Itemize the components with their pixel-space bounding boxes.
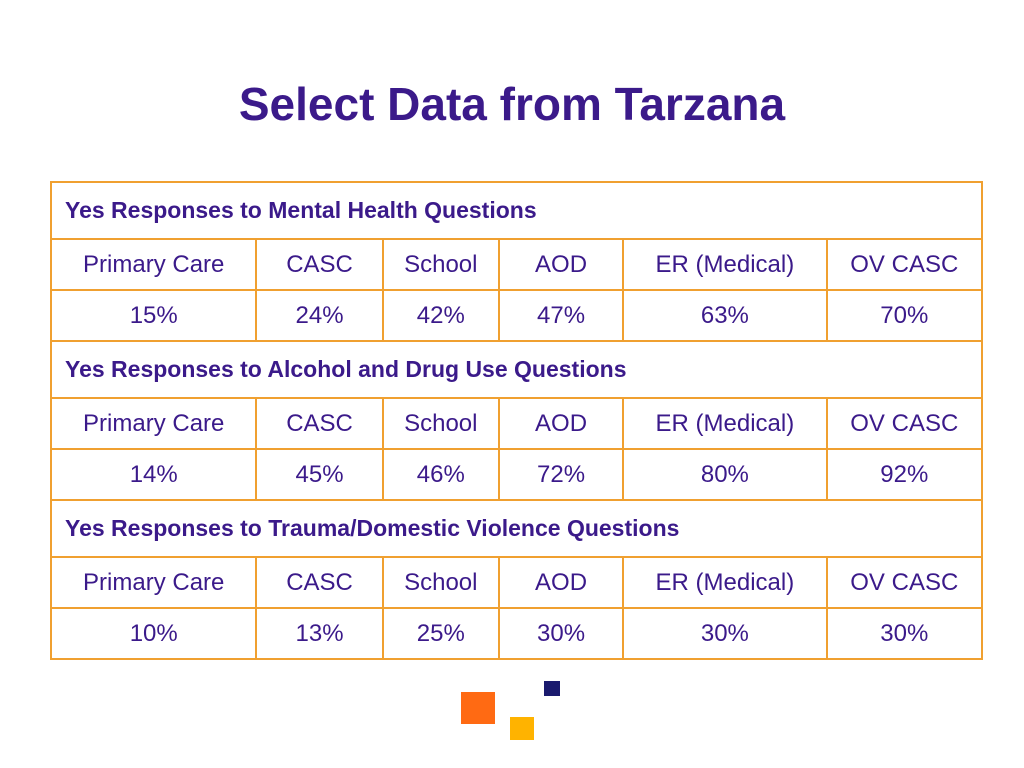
column-header: AOD	[497, 397, 625, 450]
decorative-navy-square	[544, 681, 560, 696]
column-header: OV CASC	[825, 397, 984, 450]
section-heading: Yes Responses to Trauma/Domestic Violenc…	[50, 499, 983, 558]
column-header: Primary Care	[49, 238, 258, 291]
table-cell: 47%	[497, 289, 625, 342]
column-header: School	[381, 238, 500, 291]
column-header: ER (Medical)	[622, 238, 828, 291]
decorative-yellow-square	[510, 717, 534, 740]
column-header: ER (Medical)	[622, 397, 828, 450]
column-header: Primary Care	[49, 556, 258, 609]
table-cell: 14%	[49, 448, 258, 501]
table-cell: 25%	[381, 607, 500, 660]
table-cell: 42%	[381, 289, 500, 342]
column-header: School	[381, 397, 500, 450]
data-table: Yes Responses to Mental Health Questions…	[49, 181, 984, 660]
column-header: School	[381, 556, 500, 609]
table-cell: 80%	[622, 448, 828, 501]
section-heading-row: Yes Responses to Alcohol and Drug Use Qu…	[50, 340, 983, 399]
section-heading: Yes Responses to Mental Health Questions	[50, 181, 983, 240]
column-header: OV CASC	[825, 556, 984, 609]
column-header: ER (Medical)	[622, 556, 828, 609]
page-title: Select Data from Tarzana	[238, 78, 786, 130]
table-cell: 13%	[255, 607, 384, 660]
table-cell: 30%	[622, 607, 828, 660]
decorative-orange-square	[461, 692, 495, 724]
table-cell: 10%	[49, 607, 258, 660]
table-header-row: Primary Care CASC School AOD ER (Medical…	[49, 238, 984, 291]
section-heading-row: Yes Responses to Mental Health Questions	[50, 181, 983, 240]
section-heading-row: Yes Responses to Trauma/Domestic Violenc…	[50, 499, 983, 558]
table-header-row: Primary Care CASC School AOD ER (Medical…	[49, 556, 984, 609]
column-header: OV CASC	[825, 238, 984, 291]
table-cell: 30%	[825, 607, 984, 660]
column-header: CASC	[255, 238, 384, 291]
column-header: AOD	[497, 238, 625, 291]
table-cell: 15%	[49, 289, 258, 342]
table-cell: 70%	[825, 289, 984, 342]
table-cell: 30%	[497, 607, 625, 660]
table-header-row: Primary Care CASC School AOD ER (Medical…	[49, 397, 984, 450]
section-heading: Yes Responses to Alcohol and Drug Use Qu…	[50, 340, 983, 399]
table-cell: 46%	[381, 448, 500, 501]
column-header: CASC	[255, 397, 384, 450]
table-cell: 45%	[255, 448, 384, 501]
table-cell: 72%	[497, 448, 625, 501]
table-row: 10% 13% 25% 30% 30% 30%	[49, 607, 984, 660]
table-row: 14% 45% 46% 72% 80% 92%	[49, 448, 984, 501]
column-header: AOD	[497, 556, 625, 609]
table-cell: 24%	[255, 289, 384, 342]
table-cell: 92%	[825, 448, 984, 501]
column-header: Primary Care	[49, 397, 258, 450]
column-header: CASC	[255, 556, 384, 609]
table-cell: 63%	[622, 289, 828, 342]
table-row: 15% 24% 42% 47% 63% 70%	[49, 289, 984, 342]
